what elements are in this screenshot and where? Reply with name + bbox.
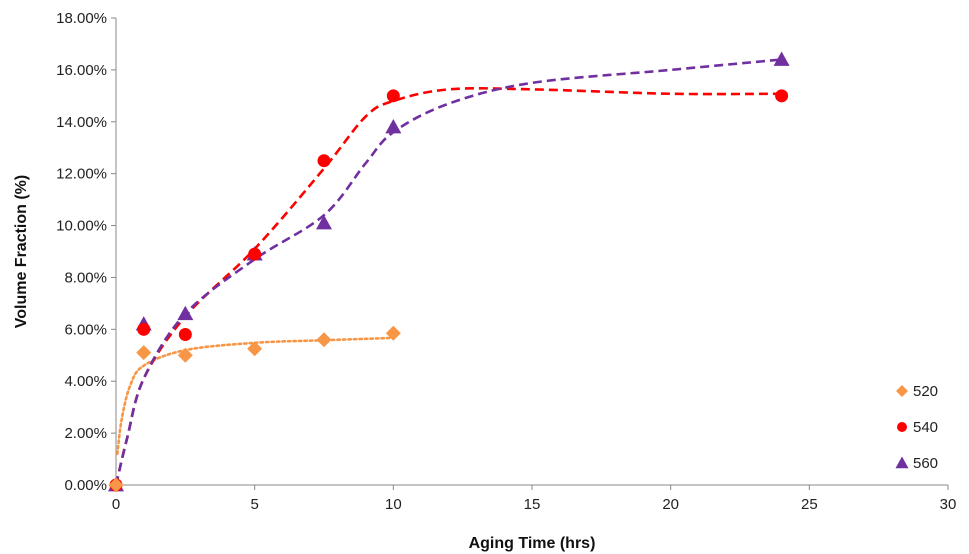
- y-axis-label: Volume Fraction (%): [13, 175, 30, 329]
- point-540: [318, 154, 331, 167]
- y-tick-label: 12.00%: [56, 166, 107, 183]
- point-520: [136, 345, 151, 360]
- point-560: [385, 119, 401, 133]
- y-tick-label: 2.00%: [64, 425, 107, 442]
- point-560: [774, 52, 790, 66]
- x-tick-label: 0: [112, 496, 120, 513]
- x-tick-label: 15: [524, 496, 541, 513]
- point-540: [137, 323, 150, 336]
- x-tick-label: 5: [250, 496, 258, 513]
- point-560: [316, 215, 332, 229]
- y-tick-label: 4.00%: [64, 373, 107, 390]
- legend-label-540: 540: [913, 419, 938, 436]
- legend-marker-540: [897, 422, 907, 432]
- data-points: [108, 52, 790, 493]
- y-tick-label: 0.00%: [64, 477, 107, 494]
- y-tick-label: 6.00%: [64, 321, 107, 338]
- x-tick-label: 25: [801, 496, 818, 513]
- trendlines: [116, 60, 782, 485]
- point-540: [179, 328, 192, 341]
- axes: 0.00% 2.00% 4.00% 6.00% 8.00% 10.00% 12.00% 14.…: [56, 10, 956, 513]
- y-tick-label: 18.00%: [56, 10, 107, 27]
- point-540: [775, 89, 788, 102]
- legend: 520 540 560: [896, 383, 939, 472]
- x-tick-label: 20: [662, 496, 679, 513]
- y-tick-label: 14.00%: [56, 114, 107, 131]
- point-540: [387, 89, 400, 102]
- x-axis-label: Aging Time (hrs): [469, 535, 596, 552]
- point-560: [177, 306, 193, 320]
- y-tick-label: 10.00%: [56, 218, 107, 235]
- trendline-560: [116, 60, 782, 485]
- y-tick-label: 16.00%: [56, 62, 107, 79]
- x-tick-label: 30: [940, 496, 957, 513]
- point-520: [317, 332, 332, 347]
- x-tick-label: 10: [385, 496, 402, 513]
- legend-label-520: 520: [913, 383, 938, 400]
- legend-marker-560: [896, 457, 909, 469]
- legend-label-560: 560: [913, 455, 938, 472]
- point-540: [248, 248, 261, 261]
- y-tick-label: 8.00%: [64, 269, 107, 286]
- legend-marker-520: [896, 385, 908, 397]
